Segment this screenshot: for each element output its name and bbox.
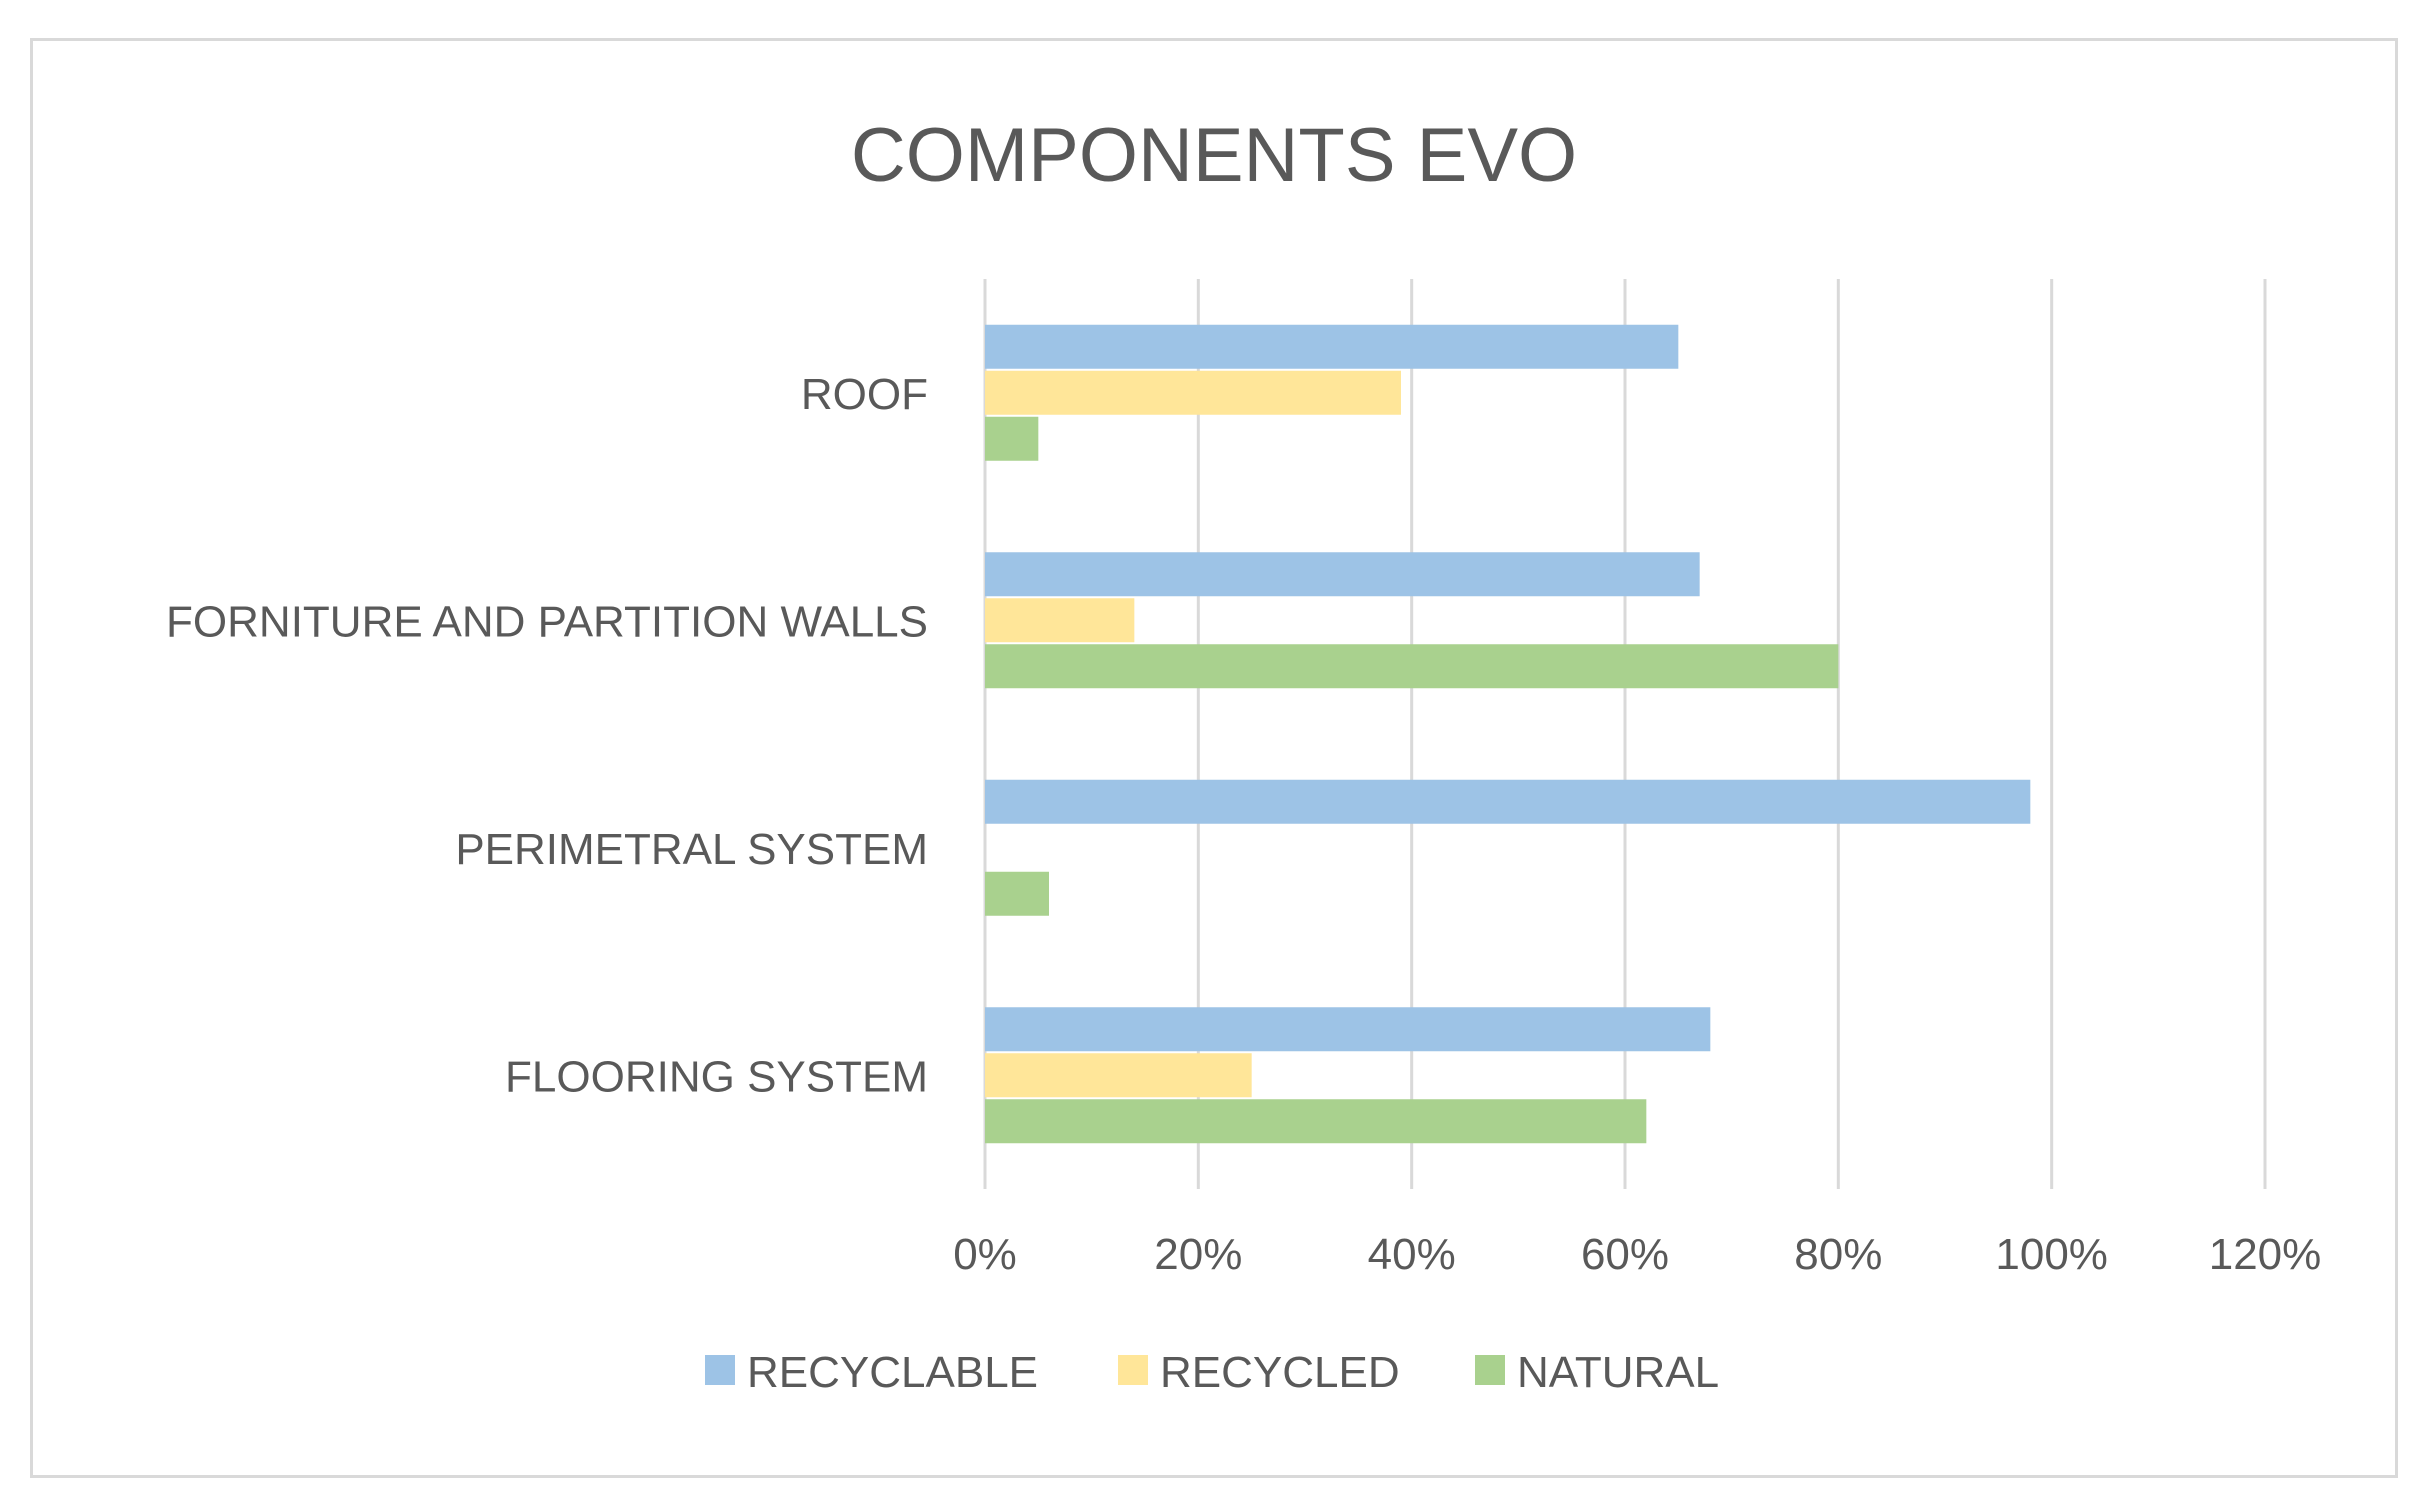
x-tick-labels: 0% 20% 40% 60% 80% 100% 120% xyxy=(953,1230,2321,1279)
bar-roof-recyclable xyxy=(985,324,1679,369)
x-tick-label-20: 20% xyxy=(1154,1230,1242,1279)
bar-roof-recycled xyxy=(985,370,1401,415)
bar-roof-natural xyxy=(985,416,1039,461)
legend-swatch-natural xyxy=(1475,1355,1505,1385)
category-label-forniture-and-partition-walls: FORNITURE AND PARTITION WALLS xyxy=(166,597,928,646)
category-label-flooring-system: FLOORING SYSTEM xyxy=(505,1052,928,1101)
category-label-roof: ROOF xyxy=(801,370,928,419)
x-tick-label-80: 80% xyxy=(1794,1230,1882,1279)
legend-label-natural: NATURAL xyxy=(1517,1348,1719,1397)
bar-flooring-system-recyclable xyxy=(985,1007,1711,1052)
chart-svg: COMPONENTS EVO ROOF FORNITURE AND PARTITI… xyxy=(166,113,2321,1397)
bar-forniture-and-partition-walls-recycled xyxy=(985,598,1135,643)
bar-forniture-and-partition-walls-natural xyxy=(985,644,1839,689)
x-tick-label-100: 100% xyxy=(1995,1230,2108,1279)
bar-flooring-system-natural xyxy=(985,1099,1647,1144)
bar-forniture-and-partition-walls-recyclable xyxy=(985,552,1700,597)
legend: RECYCLABLE RECYCLED NATURAL xyxy=(705,1348,1719,1397)
legend-swatch-recycled xyxy=(1118,1355,1148,1385)
chart-frame: COMPONENTS EVO ROOF FORNITURE AND PARTITI… xyxy=(30,38,2398,1478)
legend-label-recyclable: RECYCLABLE xyxy=(747,1348,1038,1397)
legend-label-recycled: RECYCLED xyxy=(1160,1348,1400,1397)
bar-perimetral-system-natural xyxy=(985,871,1049,916)
bar-flooring-system-recycled xyxy=(985,1053,1252,1098)
bars xyxy=(985,324,2031,1144)
x-tick-label-40: 40% xyxy=(1368,1230,1456,1279)
gridlines xyxy=(983,279,2267,1189)
chart-title: COMPONENTS EVO xyxy=(851,113,1577,198)
legend-swatch-recyclable xyxy=(705,1355,735,1385)
category-label-perimetral-system: PERIMETRAL SYSTEM xyxy=(455,825,928,874)
x-tick-label-60: 60% xyxy=(1581,1230,1669,1279)
category-labels: ROOF FORNITURE AND PARTITION WALLS PERIMET… xyxy=(166,370,928,1102)
bar-perimetral-system-recyclable xyxy=(985,779,2031,824)
x-tick-label-0: 0% xyxy=(953,1230,1017,1279)
x-tick-label-120: 120% xyxy=(2209,1230,2322,1279)
